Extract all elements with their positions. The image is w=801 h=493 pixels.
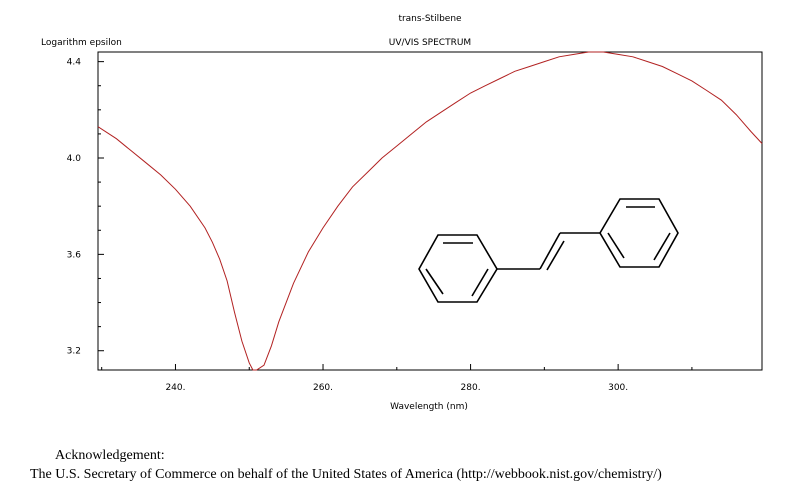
uv-vis-spectrum-chart: trans-Stilbene UV/VIS SPECTRUM Logarithm… (41, 14, 763, 412)
y-tick-label: 4.0 (67, 154, 82, 164)
y-tick-label: 3.2 (67, 347, 81, 357)
series-line (97, 51, 763, 371)
acknowledgement-heading: Acknowledgement: (55, 448, 165, 463)
y-tick-label: 3.6 (67, 250, 82, 260)
x-axis-ticks: 240. 260. 280. 300. (101, 364, 693, 393)
stilbene-structure-drawing (418, 198, 679, 303)
y-axis-ticks: 3.2 3.6 4.0 4.4 (67, 58, 104, 357)
chart-subtitle: UV/VIS SPECTRUM (389, 38, 471, 48)
chart-title: trans-Stilbene (398, 14, 462, 24)
x-tick-label: 280. (461, 383, 481, 393)
acknowledgement-text: The U.S. Secretary of Commerce on behalf… (30, 467, 662, 482)
plot-frame (97, 51, 763, 371)
x-tick-label: 300. (608, 383, 628, 393)
y-axis-label: Logarithm epsilon (41, 38, 122, 48)
x-axis-label: Wavelength (nm) (390, 402, 468, 412)
x-tick-label: 240. (165, 383, 185, 393)
y-tick-label: 4.4 (67, 58, 82, 68)
x-tick-label: 260. (313, 383, 333, 393)
